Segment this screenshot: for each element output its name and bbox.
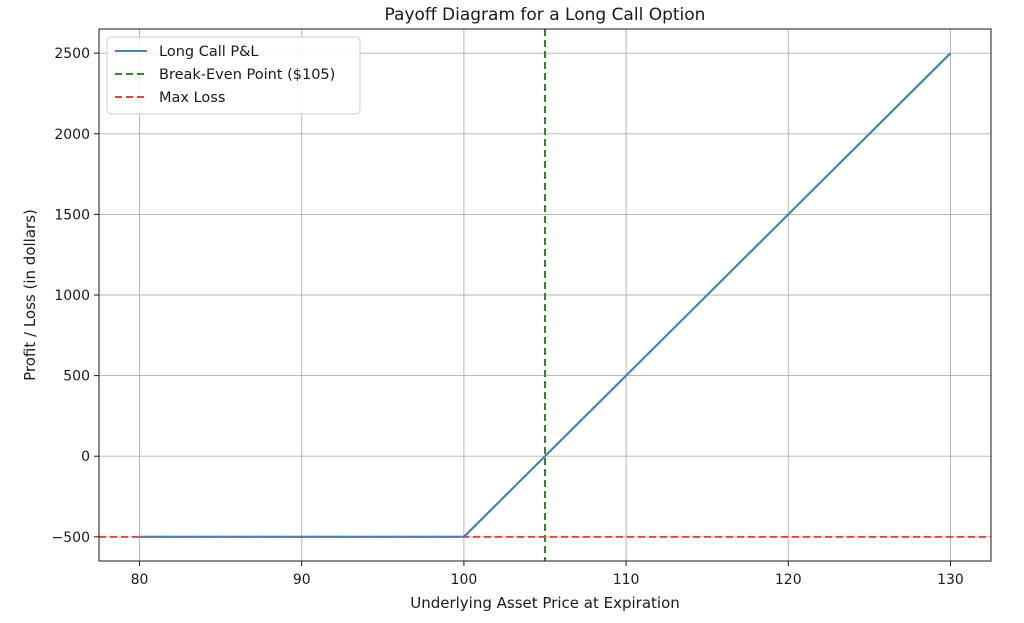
- y-axis-title: Profit / Loss (in dollars): [21, 209, 39, 381]
- x-tick-label: 100: [451, 572, 478, 588]
- y-tick-label: 0: [81, 449, 90, 465]
- x-tick-label: 130: [937, 572, 964, 588]
- legend-entry-break-even-label: Break-Even Point ($105): [159, 67, 335, 83]
- legend-entry-long-call-label: Long Call P&L: [159, 44, 259, 60]
- series-line-long-call: [139, 52, 952, 538]
- legend: Long Call P&L Break-Even Point ($105) Max …: [106, 36, 361, 115]
- x-axis-ticks: 80 90 100 110 120 130: [131, 561, 964, 588]
- y-tick-label: 1000: [54, 288, 90, 304]
- x-tick-label: 120: [775, 572, 802, 588]
- legend-box: [106, 36, 361, 115]
- y-tick-label: −500: [52, 530, 90, 546]
- x-axis-title: Underlying Asset Price at Expiration: [410, 594, 680, 612]
- legend-entry-max-loss-label: Max Loss: [159, 90, 225, 106]
- x-tick-label: 110: [613, 572, 640, 588]
- y-tick-label: 2500: [54, 46, 90, 62]
- y-tick-label: 500: [63, 369, 90, 385]
- chart-title: Payoff Diagram for a Long Call Option: [385, 5, 706, 25]
- x-tick-label: 80: [131, 572, 149, 588]
- y-tick-label: 2000: [54, 127, 90, 143]
- y-tick-label: 1500: [54, 207, 90, 223]
- x-tick-label: 90: [293, 572, 311, 588]
- series-layer: [139, 52, 952, 538]
- y-axis-ticks: −500 0 500 1000 1500 2000 2500: [52, 46, 99, 546]
